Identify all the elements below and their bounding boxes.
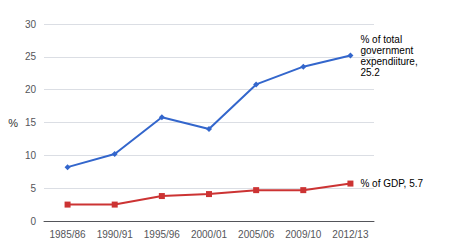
svg-text:25.2: 25.2 — [360, 67, 380, 78]
svg-text:2012/13: 2012/13 — [332, 229, 369, 240]
svg-text:1990/91: 1990/91 — [97, 229, 134, 240]
svg-text:expendiiture,: expendiiture, — [360, 56, 417, 67]
svg-text:% of total: % of total — [360, 34, 402, 45]
svg-text:25: 25 — [25, 51, 37, 62]
svg-text:10: 10 — [25, 150, 37, 161]
svg-text:30: 30 — [25, 19, 37, 30]
svg-text:1995/96: 1995/96 — [144, 229, 181, 240]
svg-text:1985/86: 1985/86 — [49, 229, 86, 240]
svg-text:2009/10: 2009/10 — [285, 229, 322, 240]
svg-text:2000/01: 2000/01 — [191, 229, 228, 240]
svg-text:%: % — [8, 117, 18, 129]
svg-text:0: 0 — [30, 216, 36, 227]
svg-text:5: 5 — [30, 183, 36, 194]
svg-text:2005/06: 2005/06 — [238, 229, 275, 240]
svg-text:20: 20 — [25, 84, 37, 95]
svg-text:% of GDP, 5.7: % of GDP, 5.7 — [360, 178, 423, 189]
svg-text:government: government — [360, 45, 413, 56]
svg-text:15: 15 — [25, 117, 37, 128]
